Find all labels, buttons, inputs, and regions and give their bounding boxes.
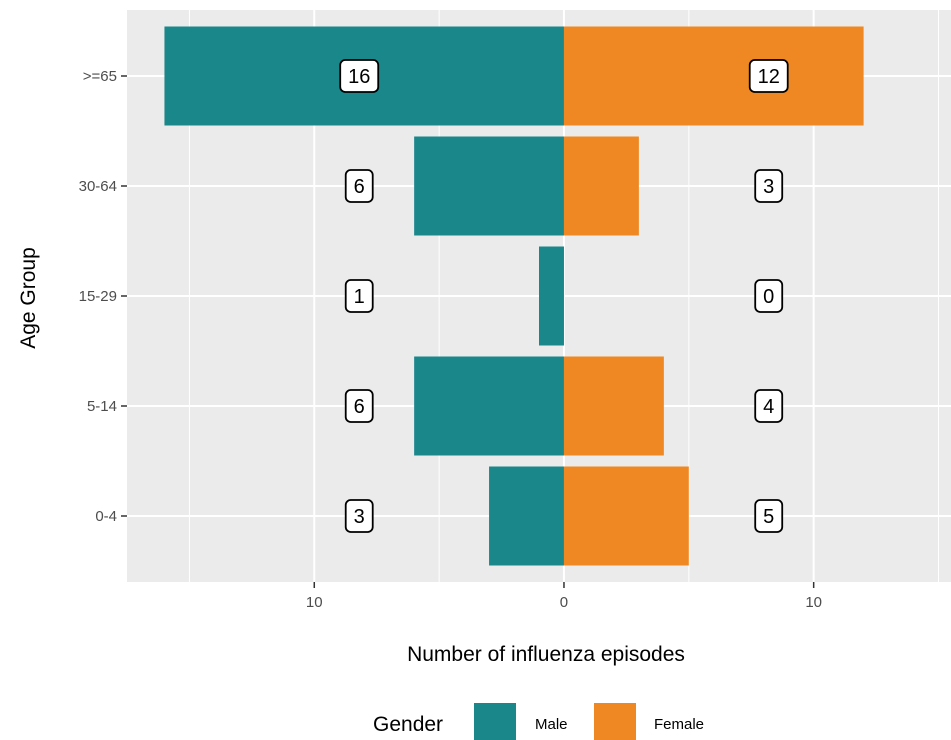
legend-label-female: Female	[654, 716, 704, 733]
legend-label-male: Male	[535, 716, 568, 733]
legend: Gender Male Female	[373, 703, 704, 740]
value-label-box	[344, 169, 374, 203]
bar-female->=65	[563, 26, 864, 126]
value-label-text: 5	[763, 506, 774, 528]
value-label-female-30-64: 3	[754, 169, 784, 203]
value-label-text: 0	[763, 286, 774, 308]
value-label-box	[344, 389, 374, 423]
value-label-male-15-29: 1	[344, 279, 374, 313]
value-label-text: 6	[354, 176, 365, 198]
bar-female-30-64	[563, 136, 639, 236]
value-label-male-30-64: 6	[344, 169, 374, 203]
y-tick-label: >=65	[83, 68, 117, 85]
value-label-text: 1	[354, 286, 365, 308]
x-axis-title: Number of influenza episodes	[407, 643, 685, 666]
y-tick-label: 15-29	[79, 288, 117, 305]
legend-key-female	[594, 703, 636, 740]
value-label-text: 3	[763, 176, 774, 198]
value-label-box	[339, 59, 380, 93]
value-label-female-15-29: 0	[754, 279, 784, 313]
value-label-box	[344, 279, 374, 313]
bar-male-0-4	[489, 466, 564, 566]
value-label-text: 4	[763, 396, 774, 418]
value-label-box	[754, 169, 784, 203]
y-tick-label: 0-4	[95, 508, 117, 525]
bar-male-15-29	[539, 246, 564, 346]
x-tick-label: 10	[306, 594, 323, 611]
y-axis: 0-4 5-14 15-29 30-64 >=65	[79, 68, 127, 525]
y-tick-label: 5-14	[87, 398, 117, 415]
value-label-male-5-14: 6	[344, 389, 374, 423]
value-label-female-5-14: 4	[754, 389, 784, 423]
value-label-box	[754, 279, 784, 313]
value-label-female->=65: 12	[748, 59, 789, 93]
value-label-female-0-4: 5	[754, 499, 784, 533]
value-label-text: 6	[354, 396, 365, 418]
y-tick-label: 30-64	[79, 178, 117, 195]
value-label-male->=65: 16	[339, 59, 380, 93]
legend-title: Gender	[373, 713, 443, 736]
y-axis-title: Age Group	[17, 247, 40, 349]
value-label-male-0-4: 3	[344, 499, 374, 533]
value-label-text: 12	[758, 66, 780, 88]
x-tick-label: 10	[805, 594, 822, 611]
value-label-text: 16	[348, 66, 370, 88]
legend-key-male	[474, 703, 516, 740]
value-label-box	[344, 499, 374, 533]
x-axis: 10 0 10	[306, 582, 822, 611]
bar-female-5-14	[563, 356, 664, 456]
bar-male-30-64	[414, 136, 564, 236]
value-label-box	[754, 389, 784, 423]
value-label-box	[748, 59, 789, 93]
bar-female-0-4	[563, 466, 689, 566]
value-label-text: 3	[354, 506, 365, 528]
bar-male-5-14	[414, 356, 564, 456]
x-tick-label: 0	[560, 594, 568, 611]
value-label-box	[754, 499, 784, 533]
bars	[164, 26, 864, 566]
